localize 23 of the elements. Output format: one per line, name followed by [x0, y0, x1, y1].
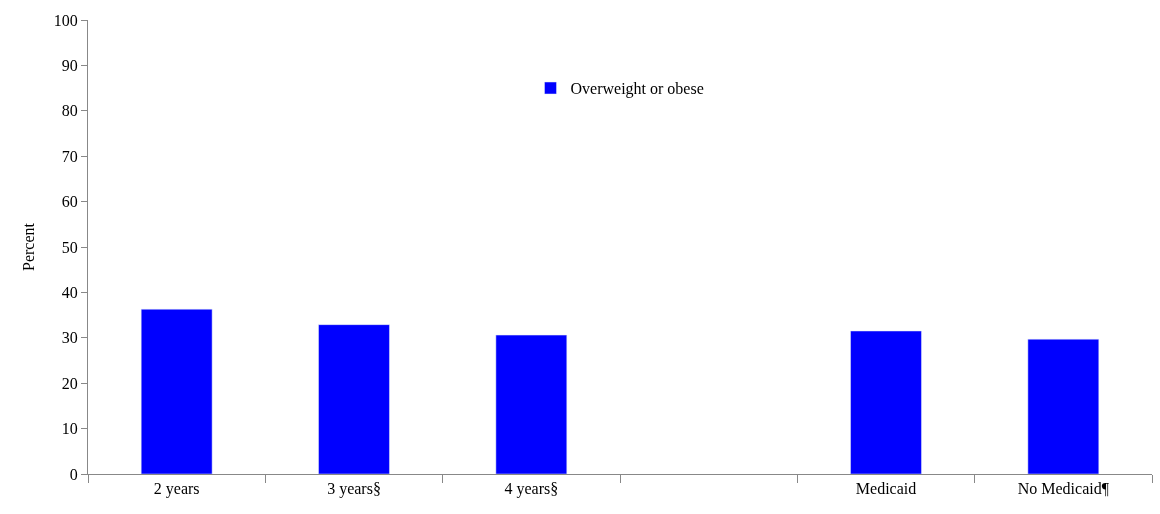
bar	[850, 330, 922, 474]
y-tick-label: 20	[61, 374, 78, 392]
y-axis-title: Percent	[19, 222, 37, 271]
y-tick-label: 0	[69, 465, 78, 483]
legend-label: Overweight or obese	[570, 80, 704, 99]
y-tick-label: 10	[61, 420, 78, 438]
y-tick-label: 80	[61, 102, 78, 120]
x-tick-label: 2 years	[153, 480, 200, 499]
y-tick-label: 40	[61, 284, 78, 301]
x-tick-label: 4 years§	[504, 480, 559, 499]
y-tick-label: 70	[61, 147, 78, 165]
x-tick-label: Medicaid	[855, 480, 917, 498]
bar	[140, 308, 213, 474]
bar	[495, 334, 568, 474]
y-tick-label: 60	[61, 193, 78, 211]
x-tick-label: No Medicaid¶	[1017, 480, 1110, 498]
bar	[318, 324, 390, 474]
y-tick-label: 50	[61, 238, 78, 256]
y-tick-label: 90	[61, 57, 78, 74]
y-tick-label: 100	[53, 11, 78, 29]
y-tick-label: 30	[61, 329, 78, 347]
x-tick-label: 3 years§	[327, 480, 381, 499]
bar	[1027, 338, 1100, 474]
